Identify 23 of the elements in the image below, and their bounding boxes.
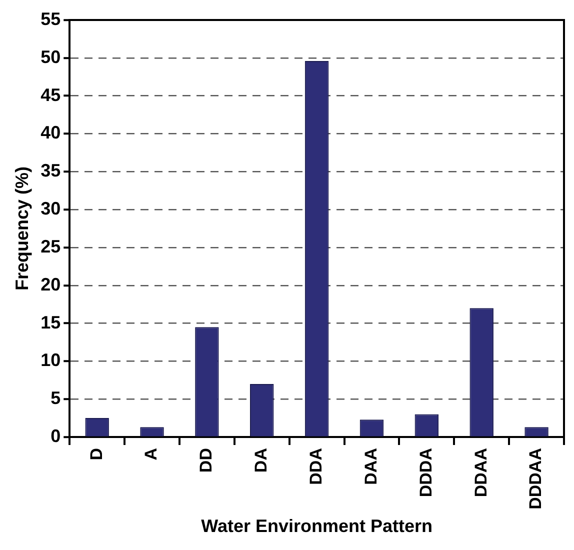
x-tick-label: DDDA (416, 448, 436, 498)
y-tick-label: 15 (40, 312, 61, 332)
y-tick-label: 50 (40, 46, 61, 67)
y-tick-label: 20 (40, 274, 61, 294)
x-tick-label: DDDAA (526, 448, 546, 510)
x-tick-label: DDAA (471, 448, 490, 498)
y-tick-label: 30 (40, 198, 61, 219)
y-axis-title: Frequency (%) (12, 166, 32, 291)
y-tick-label: 5 (50, 388, 61, 408)
x-tick-label: DA (252, 448, 271, 473)
x-tick-label: D (86, 448, 106, 460)
y-tick-label: 0 (50, 426, 61, 446)
x-tick-label: DAA (361, 448, 380, 485)
y-tick-label: 25 (40, 236, 61, 256)
y-tick-label: 55 (40, 8, 61, 29)
y-tick-label: 10 (40, 350, 61, 370)
y-tick-label: 45 (40, 84, 61, 105)
x-tick-label: A (142, 448, 161, 460)
x-tick-label: DD (196, 448, 216, 473)
y-tick-label: 35 (40, 160, 61, 181)
y-tick-label: 40 (40, 122, 61, 143)
x-axis-title: Water Environment Pattern (201, 516, 432, 536)
x-tick-label: DDA (306, 448, 326, 485)
